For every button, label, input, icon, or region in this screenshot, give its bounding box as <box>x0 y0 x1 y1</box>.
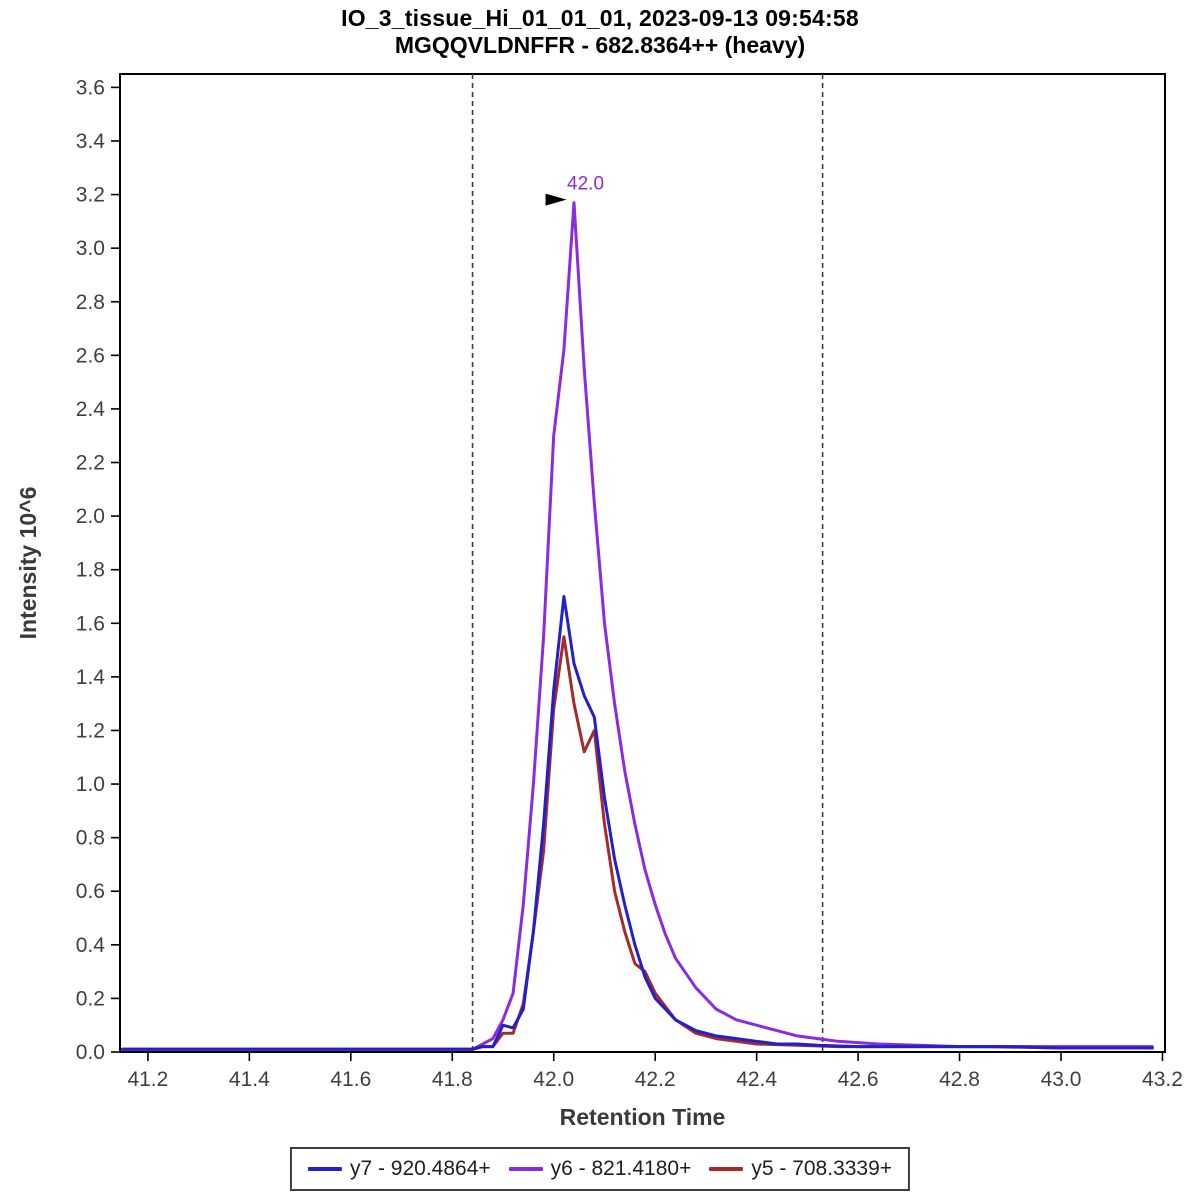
chromatogram-plot[interactable]: 41.2 41.4 41.6 41.8 42.0 42.2 42.4 42.6 42.8 43.0… <box>0 0 1200 1140</box>
series-y6-line[interactable] <box>121 201 1154 1051</box>
y-axis-tick-label: 0.2 <box>76 987 105 1010</box>
x-axis-tick-label: 43.2 <box>1142 1068 1183 1091</box>
x-axis-tick-label: 42.8 <box>939 1068 980 1091</box>
y-axis-tick-label: 1.4 <box>76 666 106 689</box>
y-axis-tick-label: 1.8 <box>76 559 105 582</box>
y-axis-tick-label: 3.6 <box>76 76 105 99</box>
y-axis-tick-label: 1.0 <box>76 773 105 796</box>
x-axis-tick-label: 42.0 <box>533 1068 574 1091</box>
y-axis-tick-label: 2.6 <box>76 344 105 367</box>
y-axis-tick-label: 1.2 <box>76 719 105 742</box>
x-axis-tick-label: 43.0 <box>1041 1068 1082 1091</box>
legend-swatch-y6 <box>508 1167 543 1171</box>
x-axis-tick-label: 42.4 <box>736 1068 777 1091</box>
y-axis-tick-label: 3.2 <box>76 184 105 207</box>
chart-title: IO_3_tissue_Hi_01_01_01, 2023-09-13 09:5… <box>341 5 859 31</box>
y-axis-title: Intensity 10^6 <box>15 487 41 640</box>
plot-border <box>119 73 1166 1053</box>
x-axis-tick-label: 41.2 <box>127 1068 168 1091</box>
legend-swatch-y7 <box>307 1167 342 1171</box>
legend-item-y7: y7 - 920.4864+ <box>307 1157 491 1181</box>
y-axis-tick-label: 2.8 <box>76 291 105 314</box>
x-axis-tick-label: 42.6 <box>838 1068 879 1091</box>
chart-subtitle: MGQQVLDNFFR - 682.8364++ (heavy) <box>394 32 806 58</box>
y-axis-tick-label: 0.6 <box>76 880 105 903</box>
series-y5-line[interactable] <box>121 635 1154 1051</box>
legend-item-y6: y6 - 821.4180+ <box>508 1157 692 1181</box>
x-axis-title: Retention Time <box>560 1104 726 1130</box>
y-axis-tick-label: 2.0 <box>76 505 105 528</box>
y-axis-tick-label: 2.4 <box>76 398 106 421</box>
x-axis-tick-label: 41.4 <box>229 1068 270 1091</box>
y-axis-tick-label: 1.6 <box>76 612 105 635</box>
peak-arrow-icon <box>545 193 567 206</box>
x-axis-tick-label: 41.8 <box>432 1068 473 1091</box>
peak-rt-annotation: 42.0 <box>567 174 604 195</box>
series-y7-line[interactable] <box>121 595 1154 1051</box>
legend-label-y6: y6 - 821.4180+ <box>550 1157 692 1180</box>
x-axis-tick-label: 42.2 <box>635 1068 676 1091</box>
y-axis-tick-label: 3.0 <box>76 237 105 260</box>
legend: y7 - 920.4864+ y6 - 821.4180+ y5 - 708.333… <box>289 1147 911 1191</box>
y-axis-tick-label: 0.4 <box>76 934 106 957</box>
y-axis-tick-label: 0.0 <box>76 1041 105 1064</box>
y-axis-tick-label: 0.8 <box>76 827 105 850</box>
legend-label-y5: y5 - 708.3339+ <box>751 1157 893 1180</box>
legend-item-y5: y5 - 708.3339+ <box>709 1157 892 1181</box>
legend-swatch-y5 <box>709 1167 744 1171</box>
y-axis-tick-label: 3.4 <box>76 130 106 153</box>
legend-label-y7: y7 - 920.4864+ <box>349 1157 491 1180</box>
x-axis-tick-label: 41.6 <box>330 1068 371 1091</box>
y-axis-tick-label: 2.2 <box>76 452 105 475</box>
